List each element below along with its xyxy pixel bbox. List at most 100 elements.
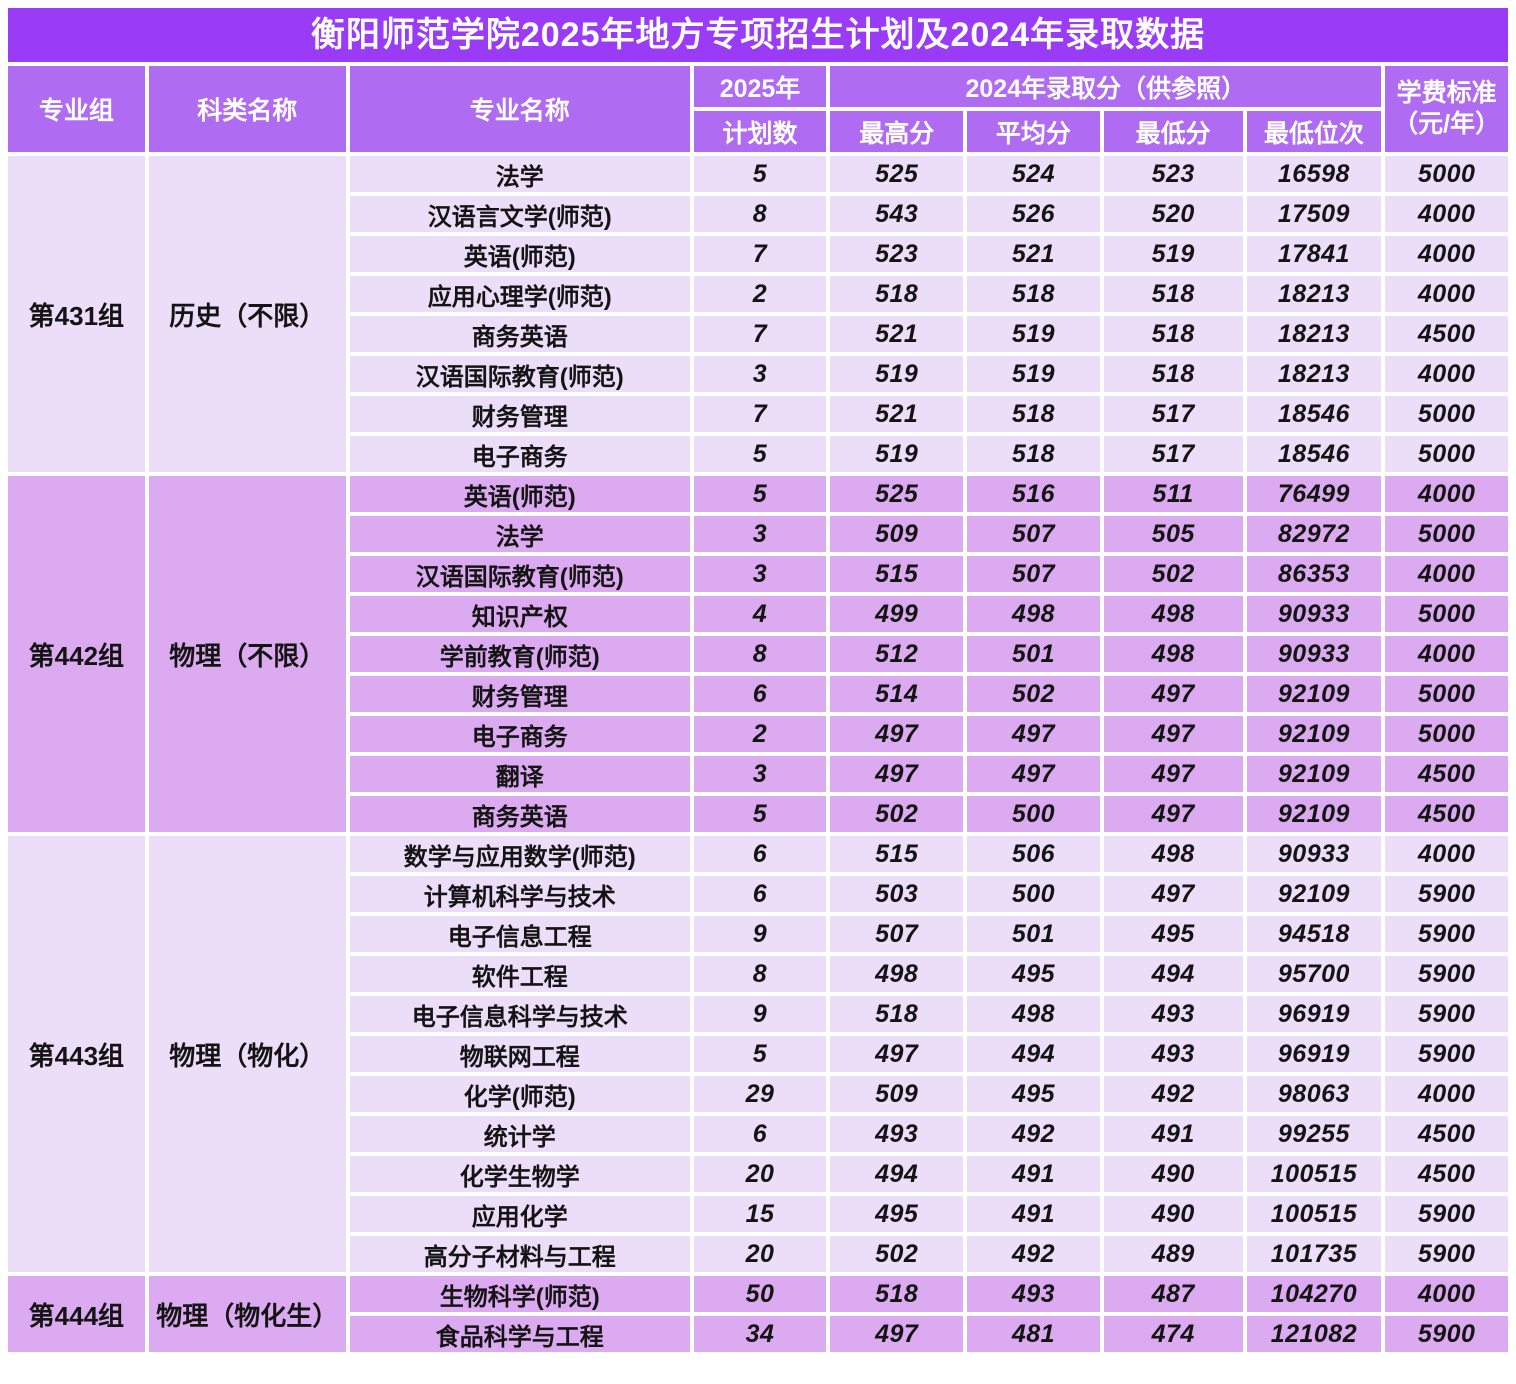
plan-cell: 20 <box>693 1236 827 1272</box>
header-tuition: 学费标准 （元/年） <box>1385 66 1508 152</box>
tuition-cell: 5000 <box>1385 676 1508 712</box>
avg-score-cell: 497 <box>967 716 1100 752</box>
min-score-cell: 492 <box>1103 1076 1243 1112</box>
plan-cell: 8 <box>693 956 827 992</box>
table-row: 电子信息工程 9 507 501 495 94518 5900 <box>8 916 1508 952</box>
tuition-cell: 5000 <box>1385 516 1508 552</box>
min-score-cell: 505 <box>1103 516 1243 552</box>
max-score-cell: 495 <box>830 1196 964 1232</box>
major-cell: 电子商务 <box>349 716 690 752</box>
min-rank-cell: 90933 <box>1246 636 1382 672</box>
major-cell: 统计学 <box>349 1116 690 1152</box>
header-tuition-line1: 学费标准 <box>1396 78 1497 107</box>
min-score-cell: 490 <box>1103 1156 1243 1192</box>
min-score-cell: 487 <box>1103 1276 1243 1312</box>
plan-cell: 50 <box>693 1276 827 1312</box>
category-cell: 历史（不限） <box>148 156 346 472</box>
group-cell: 第431组 <box>8 156 145 472</box>
major-cell: 法学 <box>349 516 690 552</box>
min-rank-cell: 121082 <box>1246 1316 1382 1352</box>
min-score-cell: 491 <box>1103 1116 1243 1152</box>
table-row: 汉语言文学(师范) 8 543 526 520 17509 4000 <box>8 196 1508 232</box>
plan-cell: 6 <box>693 1116 827 1152</box>
tuition-cell: 4000 <box>1385 276 1508 312</box>
table-row: 财务管理 7 521 518 517 18546 5000 <box>8 396 1508 432</box>
plan-cell: 3 <box>693 356 827 392</box>
tuition-cell: 4500 <box>1385 796 1508 832</box>
table-row: 财务管理 6 514 502 497 92109 5000 <box>8 676 1508 712</box>
header-avg: 平均分 <box>967 111 1100 152</box>
major-cell: 应用心理学(师范) <box>349 276 690 312</box>
page-title: 衡阳师范学院2025年地方专项招生计划及2024年录取数据 <box>8 8 1508 62</box>
major-cell: 英语(师范) <box>349 476 690 512</box>
plan-cell: 3 <box>693 756 827 792</box>
min-score-cell: 490 <box>1103 1196 1243 1232</box>
min-rank-cell: 92109 <box>1246 876 1382 912</box>
max-score-cell: 498 <box>830 956 964 992</box>
avg-score-cell: 516 <box>967 476 1100 512</box>
major-cell: 生物科学(师范) <box>349 1276 690 1312</box>
avg-score-cell: 507 <box>967 556 1100 592</box>
plan-cell: 7 <box>693 396 827 432</box>
major-cell: 汉语国际教育(师范) <box>349 356 690 392</box>
table-row: 法学 3 509 507 505 82972 5000 <box>8 516 1508 552</box>
header-scores-2024: 2024年录取分（供参照） <box>830 66 1382 107</box>
avg-score-cell: 492 <box>967 1236 1100 1272</box>
min-rank-cell: 18213 <box>1246 276 1382 312</box>
max-score-cell: 518 <box>830 1276 964 1312</box>
plan-cell: 9 <box>693 996 827 1032</box>
header-major: 专业名称 <box>349 66 690 152</box>
min-rank-cell: 92109 <box>1246 796 1382 832</box>
min-score-cell: 497 <box>1103 756 1243 792</box>
avg-score-cell: 501 <box>967 916 1100 952</box>
table-row: 学前教育(师范) 8 512 501 498 90933 4000 <box>8 636 1508 672</box>
tuition-cell: 5900 <box>1385 1196 1508 1232</box>
avg-score-cell: 481 <box>967 1316 1100 1352</box>
major-cell: 学前教育(师范) <box>349 636 690 672</box>
plan-cell: 6 <box>693 876 827 912</box>
max-score-cell: 493 <box>830 1116 964 1152</box>
min-score-cell: 517 <box>1103 396 1243 432</box>
max-score-cell: 515 <box>830 836 964 872</box>
table-row: 化学生物学 20 494 491 490 100515 4500 <box>8 1156 1508 1192</box>
table-row: 知识产权 4 499 498 498 90933 5000 <box>8 596 1508 632</box>
min-score-cell: 495 <box>1103 916 1243 952</box>
min-score-cell: 489 <box>1103 1236 1243 1272</box>
table-row: 食品科学与工程 34 497 481 474 121082 5900 <box>8 1316 1508 1352</box>
plan-cell: 29 <box>693 1076 827 1112</box>
avg-score-cell: 494 <box>967 1036 1100 1072</box>
min-rank-cell: 17841 <box>1246 236 1382 272</box>
major-cell: 软件工程 <box>349 956 690 992</box>
plan-cell: 5 <box>693 156 827 192</box>
table-row: 物联网工程 5 497 494 493 96919 5900 <box>8 1036 1508 1072</box>
avg-score-cell: 506 <box>967 836 1100 872</box>
min-score-cell: 511 <box>1103 476 1243 512</box>
min-score-cell: 517 <box>1103 436 1243 472</box>
table-row: 统计学 6 493 492 491 99255 4500 <box>8 1116 1508 1152</box>
min-score-cell: 498 <box>1103 836 1243 872</box>
avg-score-cell: 491 <box>967 1156 1100 1192</box>
plan-cell: 20 <box>693 1156 827 1192</box>
avg-score-cell: 500 <box>967 876 1100 912</box>
table-row: 电子商务 2 497 497 497 92109 5000 <box>8 716 1508 752</box>
min-rank-cell: 17509 <box>1246 196 1382 232</box>
category-cell: 物理（物化） <box>148 836 346 1272</box>
major-cell: 翻译 <box>349 756 690 792</box>
tuition-cell: 5000 <box>1385 436 1508 472</box>
max-score-cell: 525 <box>830 476 964 512</box>
min-score-cell: 498 <box>1103 596 1243 632</box>
avg-score-cell: 521 <box>967 236 1100 272</box>
category-cell: 物理（不限） <box>148 476 346 832</box>
major-cell: 食品科学与工程 <box>349 1316 690 1352</box>
min-rank-cell: 16598 <box>1246 156 1382 192</box>
min-score-cell: 493 <box>1103 996 1243 1032</box>
group-cell: 第442组 <box>8 476 145 832</box>
max-score-cell: 515 <box>830 556 964 592</box>
min-rank-cell: 100515 <box>1246 1156 1382 1192</box>
major-cell: 知识产权 <box>349 596 690 632</box>
table-row: 第444组 物理（物化生） 生物科学(师范) 50 518 493 487 104270 400… <box>8 1276 1508 1352</box>
max-score-cell: 521 <box>830 396 964 432</box>
avg-score-cell: 498 <box>967 996 1100 1032</box>
max-score-cell: 519 <box>830 356 964 392</box>
plan-cell: 15 <box>693 1196 827 1232</box>
